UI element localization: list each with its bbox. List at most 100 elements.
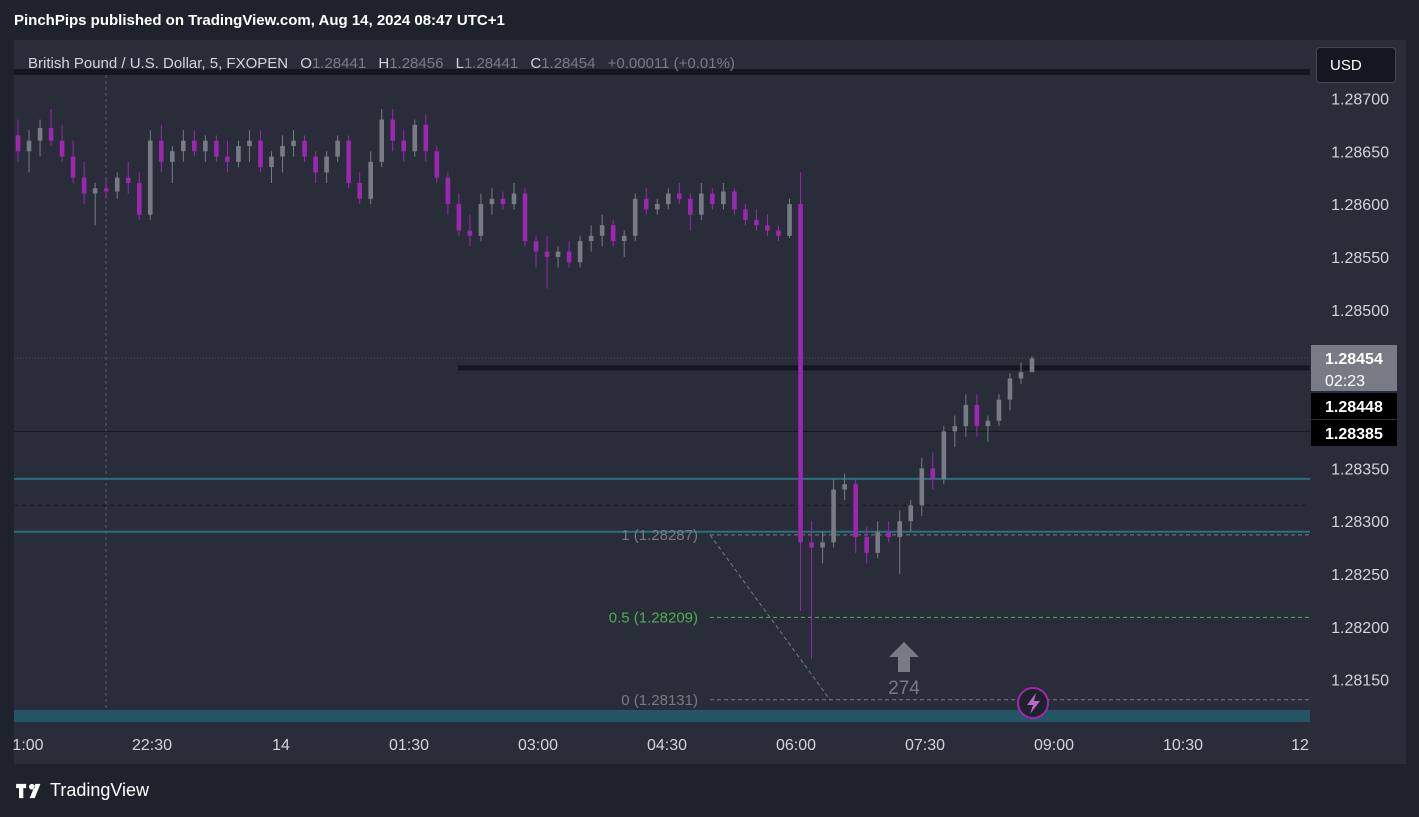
candle-body	[963, 404, 969, 427]
candle-body	[445, 177, 451, 205]
candle-body	[621, 235, 627, 242]
candle-body	[313, 156, 318, 173]
candle-body	[522, 193, 528, 242]
price-label-box	[1311, 393, 1397, 419]
candle-body	[346, 140, 351, 183]
candle-body	[842, 484, 847, 490]
current-price-label-box	[1311, 345, 1397, 391]
current-price-label: 1.28454	[1325, 351, 1383, 368]
x-tick-label: 04:30	[647, 737, 687, 754]
candle-body	[324, 156, 329, 173]
candle-body	[941, 431, 947, 479]
low-label: L	[455, 55, 464, 72]
footer-brand-text: TradingView	[50, 780, 150, 800]
chart-area[interactable]	[14, 40, 1406, 764]
x-tick-label: 06:00	[776, 737, 816, 754]
candle-body	[390, 119, 396, 141]
candle-body	[258, 140, 263, 168]
candle-body	[203, 140, 208, 152]
published-header: PinchPips published on TradingView.com, …	[14, 12, 505, 29]
candle-body	[456, 204, 462, 231]
open-value: 1.28441	[311, 55, 367, 72]
high-value: 1.28456	[389, 55, 444, 72]
change-value: +0.00011 (+0.01%)	[607, 55, 735, 72]
y-tick-label: 1.28550	[1331, 250, 1389, 267]
candle-body	[688, 198, 693, 215]
candle-body	[853, 484, 858, 538]
candle-body	[37, 128, 43, 141]
fib-level-label: 0.5 (1.28209)	[609, 609, 698, 626]
x-tick-label: 14	[272, 737, 290, 754]
candle-body	[1007, 378, 1013, 400]
candle-body	[81, 177, 87, 194]
candle-body	[721, 191, 726, 205]
fib-level-label: 0 (1.28131)	[621, 692, 698, 709]
x-tick-label: 07:30	[905, 737, 945, 754]
candle-body	[302, 140, 307, 157]
y-tick-label: 1.28250	[1331, 567, 1389, 584]
candle-body	[754, 219, 759, 226]
candle-body	[280, 145, 285, 157]
candle-body	[70, 156, 76, 178]
candle-body	[533, 241, 539, 252]
candle-body	[269, 156, 274, 168]
candle-body	[1029, 358, 1035, 373]
y-tick-label: 1.28650	[1331, 144, 1389, 161]
candle-body	[225, 156, 230, 162]
candle-body	[500, 198, 506, 205]
candle-body	[643, 198, 649, 210]
candle-body	[379, 119, 385, 162]
candle-body	[677, 193, 682, 199]
candle-body	[103, 188, 109, 192]
candle-body	[974, 404, 980, 427]
candle-body	[864, 537, 869, 553]
candle-body	[489, 198, 495, 205]
candle-body	[26, 140, 32, 152]
candle-body	[577, 241, 583, 263]
candle-body	[765, 225, 770, 231]
candle-body	[357, 182, 362, 199]
symbol-legend: British Pound / U.S. Dollar, 5, FXOPEN O…	[28, 55, 735, 72]
arrow-annotation-label: 274	[888, 678, 920, 699]
candle-body	[985, 420, 991, 427]
price-label: 1.28448	[1325, 399, 1383, 416]
candle-body	[412, 124, 418, 152]
candle-body	[467, 230, 473, 236]
top-separator-band	[14, 69, 1310, 75]
candle-body	[48, 128, 54, 141]
candle-body	[170, 151, 175, 162]
candle-body	[776, 230, 781, 236]
candle-body	[599, 225, 605, 236]
candle-body	[368, 161, 373, 199]
candle-body	[423, 124, 429, 152]
price-label: 1.28385	[1325, 426, 1383, 443]
candle-body	[908, 505, 914, 522]
footer-brand: TradingView	[14, 780, 149, 801]
candle-body	[798, 204, 803, 543]
countdown-label: 02:23	[1325, 373, 1365, 390]
candle-body	[654, 204, 660, 210]
candle-body	[236, 145, 241, 162]
low-value: 1.28441	[463, 55, 519, 72]
candle-body	[291, 140, 296, 146]
candle-body	[181, 140, 186, 152]
candle-body	[1018, 372, 1024, 379]
currency-button[interactable]: USD	[1316, 47, 1396, 83]
x-tick-label: 09:00	[1034, 737, 1074, 754]
y-tick-label: 1.28300	[1331, 514, 1389, 531]
candle-body	[952, 426, 958, 432]
candle-body	[59, 140, 65, 157]
y-tick-label: 1.28600	[1331, 197, 1389, 214]
candle-body	[401, 140, 407, 152]
candle-body	[588, 235, 594, 242]
candle-body	[434, 151, 440, 178]
candle-body	[158, 140, 164, 162]
candle-body	[743, 209, 748, 220]
candle-body	[125, 177, 131, 183]
fib-trend-line	[709, 534, 831, 701]
close-label: C	[530, 55, 542, 72]
candle-body	[192, 140, 197, 152]
y-tick-label: 1.28200	[1331, 620, 1389, 637]
candle-body	[610, 225, 616, 242]
